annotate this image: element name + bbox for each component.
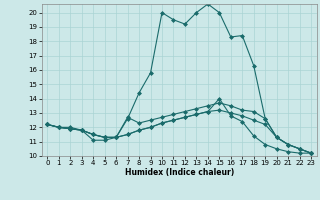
X-axis label: Humidex (Indice chaleur): Humidex (Indice chaleur) (124, 168, 234, 177)
